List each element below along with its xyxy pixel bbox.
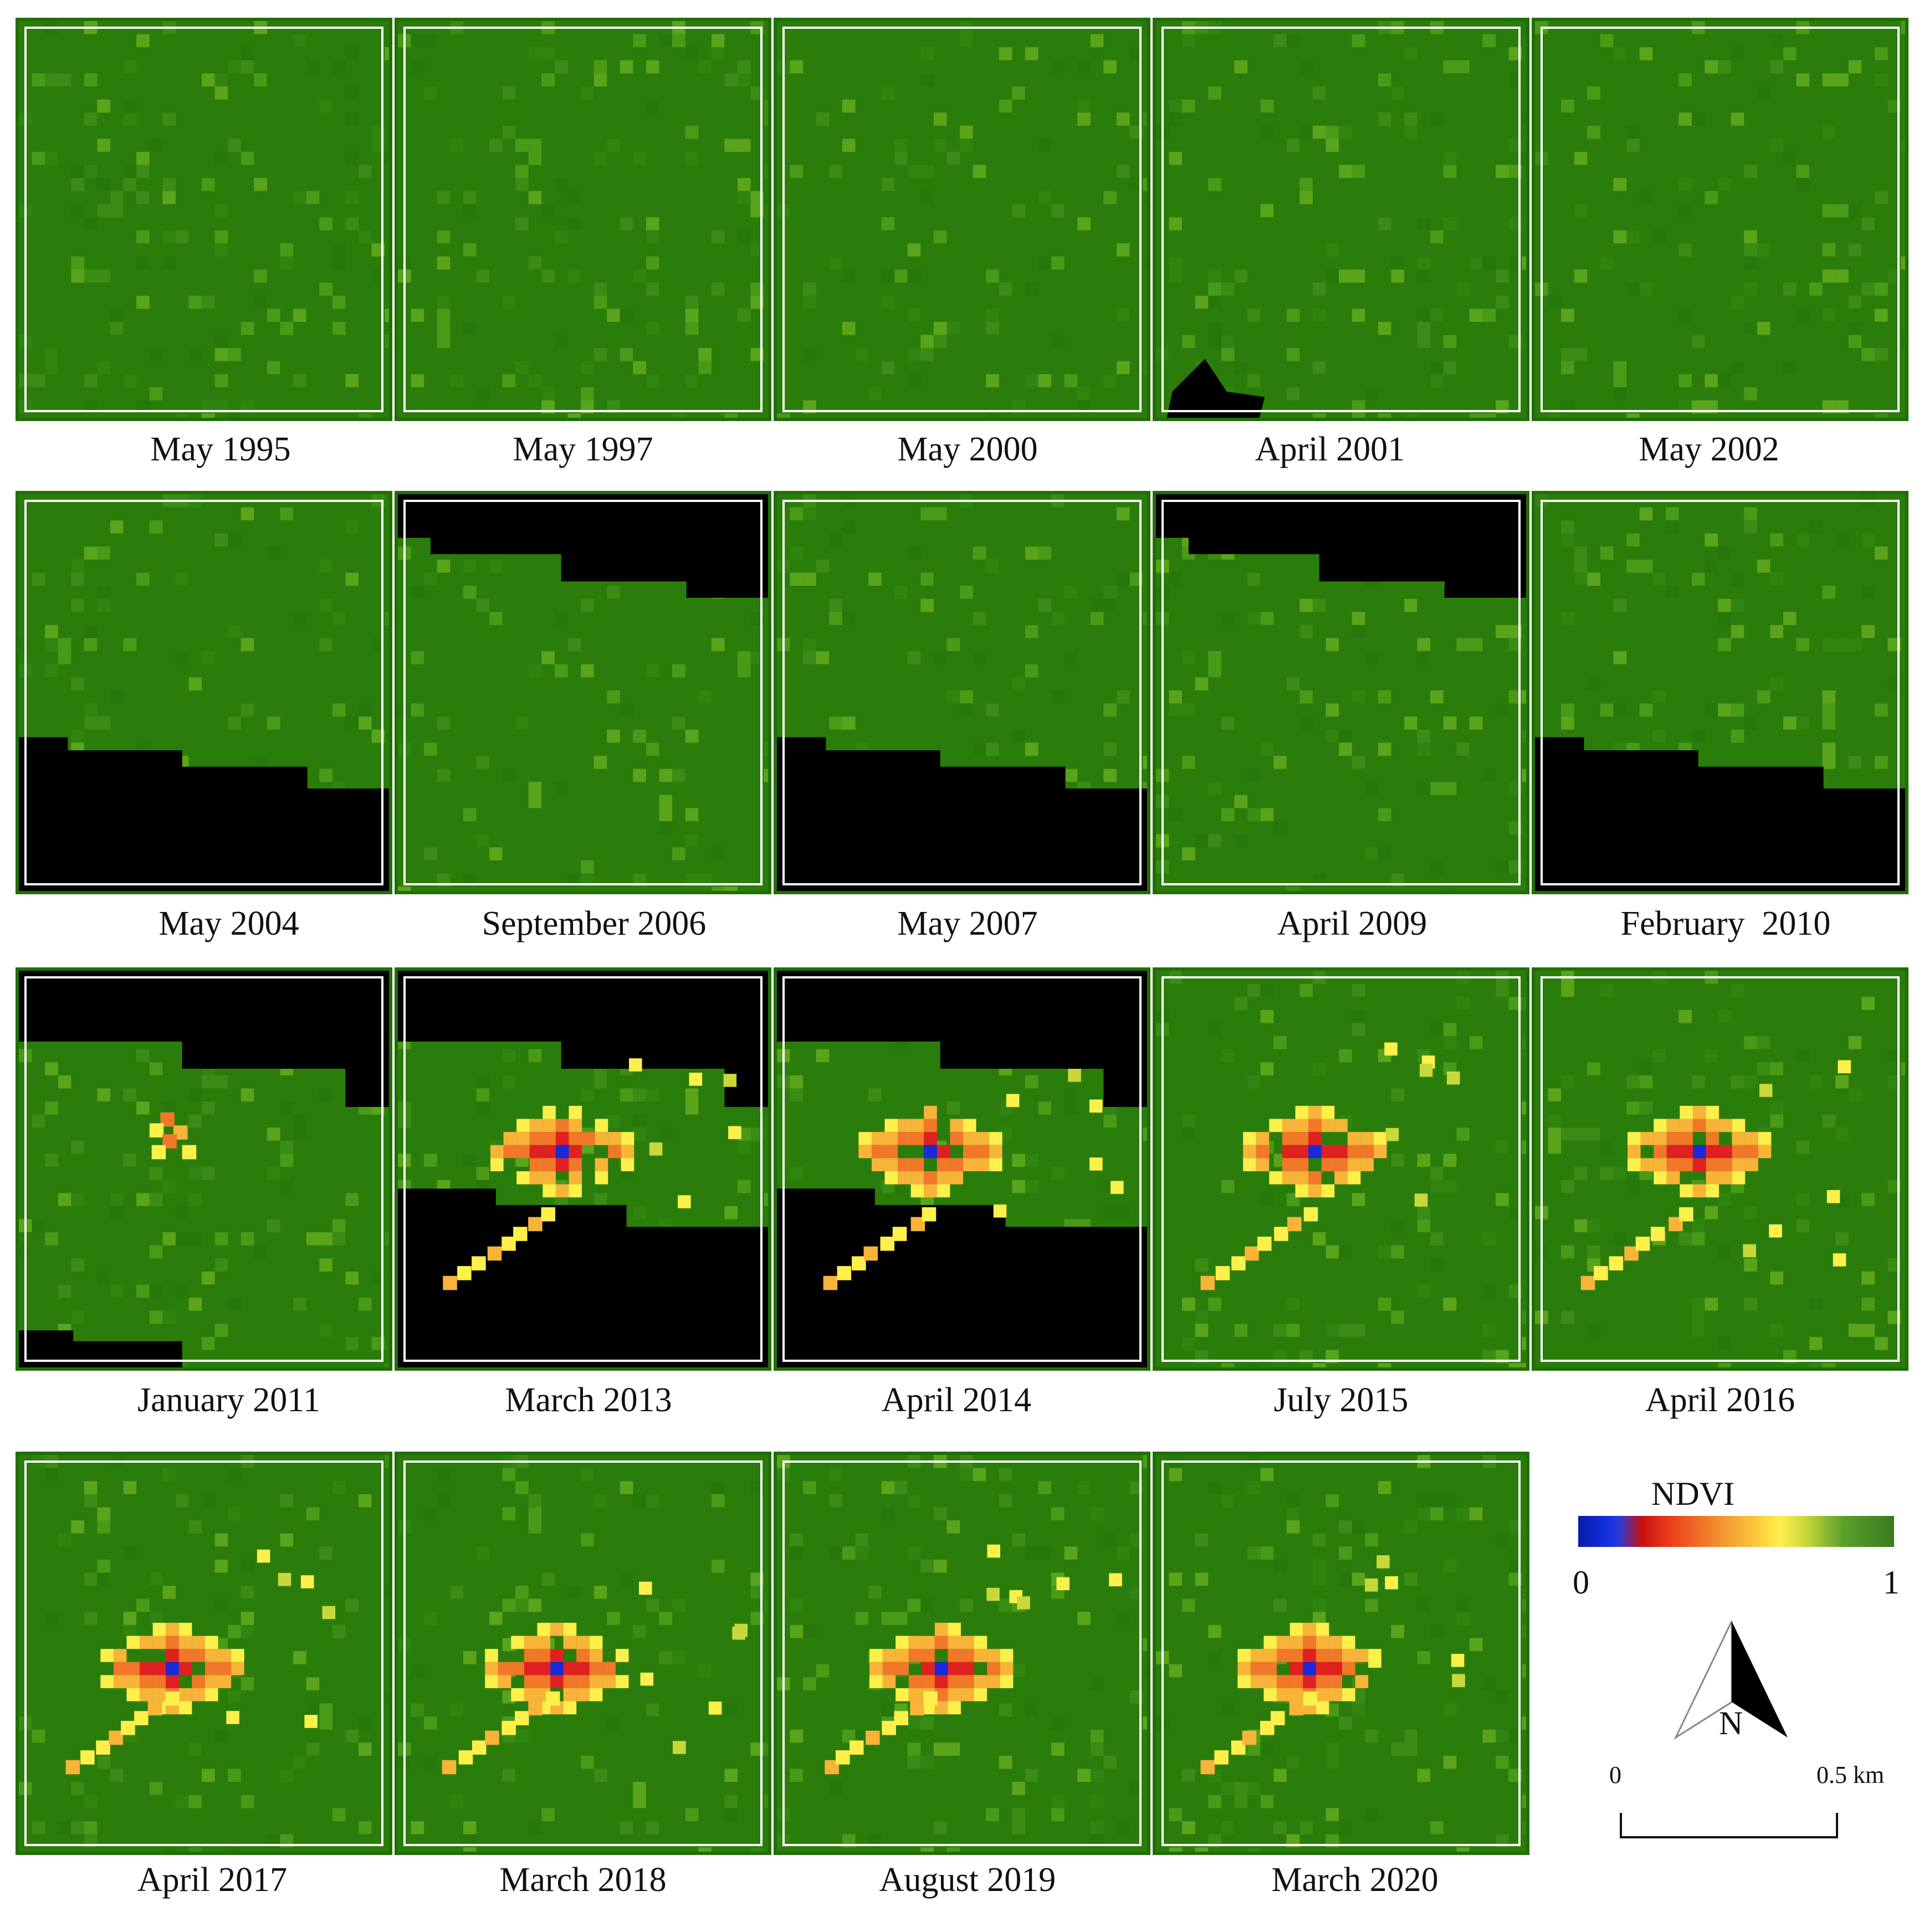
panel-caption: March 2013 (505, 1381, 672, 1419)
ndvi-map-panel (395, 491, 771, 894)
panel-caption: March 2020 (1271, 1861, 1439, 1899)
ndvi-map-panel (1153, 967, 1529, 1371)
panel-caption: February 2010 (1620, 905, 1831, 942)
ndvi-map-panel (1532, 491, 1908, 894)
ndvi-map (19, 21, 389, 418)
ndvi-map-panel (395, 18, 771, 421)
panel-caption: March 2018 (499, 1861, 667, 1899)
colorbar-max-label: 1 (1883, 1564, 1900, 1601)
scale-start-label: 0 (1609, 1761, 1621, 1788)
ndvi-map-panel (16, 967, 392, 1371)
panel-caption: May 1997 (513, 431, 653, 468)
legend-title: NDVI (1651, 1475, 1734, 1512)
ndvi-map-panel (1153, 491, 1529, 894)
ndvi-map-panel (774, 18, 1150, 421)
ndvi-map (1156, 494, 1526, 891)
ndvi-map (398, 494, 768, 891)
ndvi-map (1156, 1455, 1526, 1852)
panel-caption: April 2009 (1277, 905, 1427, 942)
ndvi-map-panel (1153, 18, 1529, 421)
north-arrow-icon (1674, 1621, 1788, 1740)
north-arrow: N (1668, 1619, 1795, 1752)
colorbar-min-label: 0 (1573, 1564, 1589, 1601)
north-label: N (1719, 1705, 1743, 1741)
panel-caption: September 2006 (482, 905, 707, 942)
ndvi-map (1156, 21, 1526, 418)
ndvi-map-panel (16, 18, 392, 421)
ndvi-map-panel (1153, 1452, 1529, 1855)
ndvi-map-panel (16, 1452, 392, 1855)
ndvi-map (1535, 971, 1905, 1367)
ndvi-map-panel (395, 967, 771, 1371)
ndvi-map-panel (1532, 967, 1908, 1371)
ndvi-map (777, 971, 1147, 1367)
panel-caption: May 2000 (897, 431, 1038, 468)
ndvi-map (19, 971, 389, 1367)
ndvi-map-panel (774, 491, 1150, 894)
ndvi-map (398, 971, 768, 1367)
ndvi-map (19, 494, 389, 891)
panel-caption: January 2011 (137, 1381, 320, 1419)
panel-caption: July 2015 (1273, 1381, 1409, 1419)
scale-bar (1620, 1813, 1838, 1838)
panel-caption: April 2014 (881, 1381, 1032, 1419)
ndvi-map (777, 494, 1147, 891)
panel-caption: April 2016 (1645, 1381, 1795, 1419)
panel-caption: May 2007 (897, 905, 1038, 942)
scale-end-label: 0.5 km (1816, 1761, 1885, 1788)
ndvi-colorbar (1578, 1516, 1894, 1547)
panel-caption: May 2004 (158, 905, 299, 942)
ndvi-map (1535, 494, 1905, 891)
panel-caption: April 2017 (137, 1861, 288, 1899)
ndvi-map-panel (774, 1452, 1150, 1855)
panel-caption: May 1995 (150, 431, 291, 468)
panel-caption: April 2001 (1255, 431, 1405, 468)
ndvi-map (777, 21, 1147, 418)
ndvi-map (19, 1455, 389, 1852)
ndvi-map (398, 1455, 768, 1852)
ndvi-map (1535, 21, 1905, 418)
ndvi-map-panel (395, 1452, 771, 1855)
panel-caption: May 2002 (1639, 431, 1779, 468)
ndvi-map-panel (774, 967, 1150, 1371)
ndvi-map (398, 21, 768, 418)
panel-caption: August 2019 (879, 1861, 1056, 1899)
ndvi-map (777, 1455, 1147, 1852)
ndvi-map-panel (16, 491, 392, 894)
ndvi-map (1156, 971, 1526, 1367)
ndvi-map-panel (1532, 18, 1908, 421)
